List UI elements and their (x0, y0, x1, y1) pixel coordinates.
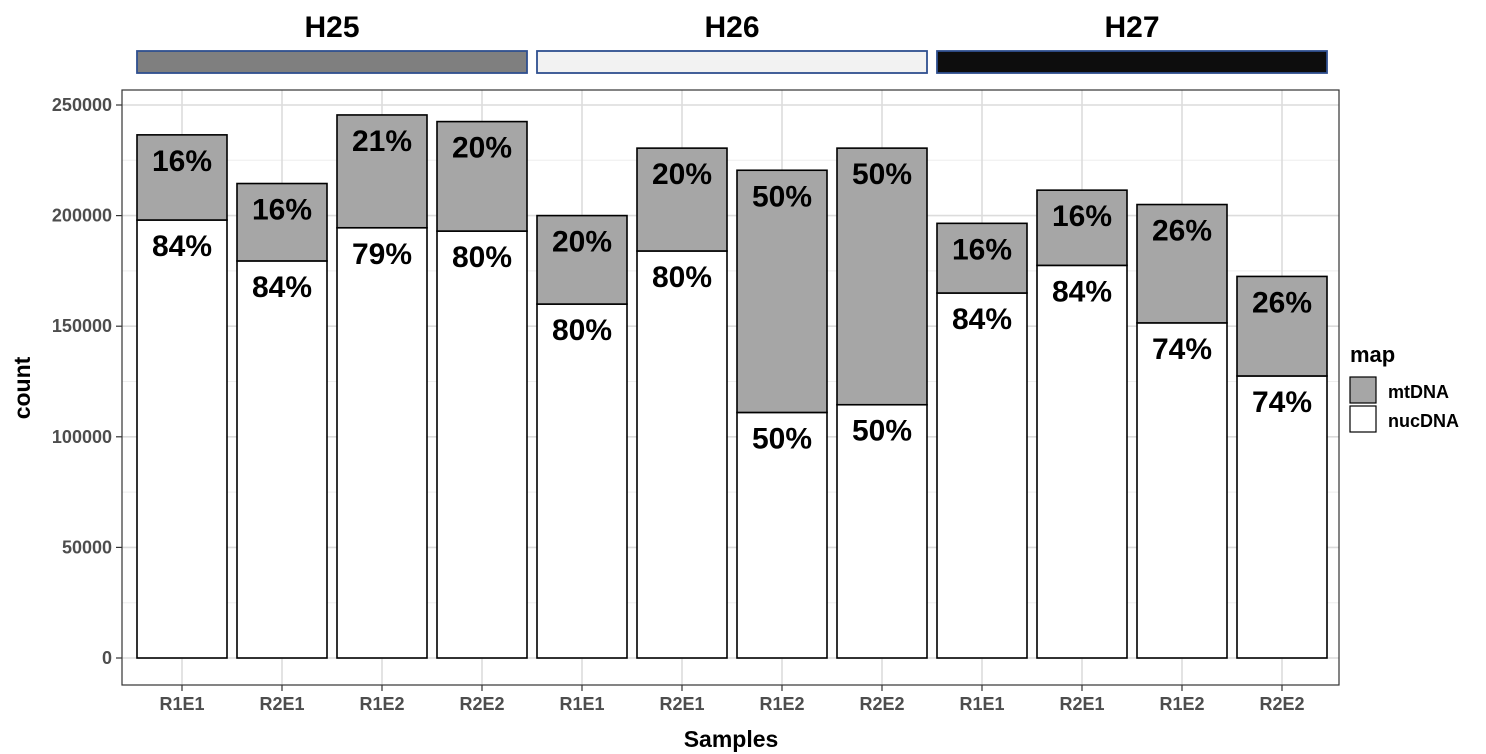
x-tick-label: R2E1 (1059, 694, 1104, 714)
legend-key-mtdna (1349, 376, 1377, 404)
bar-nucdna (636, 250, 728, 659)
bar-mtdna (536, 214, 628, 305)
bar-mtdna (1136, 203, 1228, 324)
label-nucdna-pct: 84% (152, 230, 212, 263)
legend: map mtDNA nucDNA (1349, 342, 1459, 433)
bar-mtdna (636, 147, 728, 252)
bar-mtdna (136, 134, 228, 221)
label-nucdna-pct: 84% (252, 271, 312, 304)
y-axis: 0 50000 100000 150000 200000 250000 (52, 95, 122, 668)
x-tick-label: R2E2 (859, 694, 904, 714)
label-mtdna-pct: 20% (652, 158, 712, 191)
y-tick-label: 150000 (52, 316, 112, 336)
facet-title: H26 (704, 11, 759, 44)
y-tick-label: 250000 (52, 95, 112, 115)
x-tick-label: R1E2 (1159, 694, 1204, 714)
x-tick-label: R1E1 (159, 694, 204, 714)
y-tick-label: 100000 (52, 427, 112, 447)
facet-strip-2 (536, 50, 928, 74)
label-mtdna-pct: 16% (252, 194, 312, 227)
bar-nucdna (236, 260, 328, 659)
bars (136, 114, 1328, 659)
label-mtdna-pct: 21% (352, 125, 412, 158)
bar-nucdna (1236, 375, 1328, 659)
label-nucdna-pct: 80% (552, 314, 612, 347)
legend-key-nucdna (1349, 405, 1377, 433)
plot-border (121, 89, 1340, 686)
bar-nucdna (936, 292, 1028, 659)
label-mtdna-pct: 16% (152, 145, 212, 178)
bar-nucdna (736, 411, 828, 659)
y-tick-label: 200000 (52, 206, 112, 226)
label-mtdna-pct: 20% (552, 226, 612, 259)
x-tick-label: R1E1 (559, 694, 604, 714)
label-mtdna-pct: 26% (1252, 286, 1312, 319)
x-axis-title: Samples (684, 726, 779, 752)
label-mtdna-pct: 50% (852, 158, 912, 191)
label-nucdna-pct: 84% (1052, 275, 1112, 308)
bar-nucdna (136, 219, 228, 659)
bar-mtdna (736, 169, 828, 414)
label-nucdna-pct: 80% (652, 261, 712, 294)
label-mtdna-pct: 16% (1052, 200, 1112, 233)
facet-strips: H25 H26 H27 (136, 11, 1328, 74)
facet-title: H27 (1104, 11, 1159, 44)
x-tick-label: R2E2 (1259, 694, 1304, 714)
bar-mtdna (336, 114, 428, 229)
bar-nucdna (1136, 322, 1228, 659)
y-tick-label: 50000 (62, 537, 112, 557)
bar-nucdna (1036, 264, 1128, 659)
y-axis-title: count (9, 356, 35, 419)
bar-nucdna (536, 303, 628, 659)
bar-mtdna (836, 147, 928, 406)
x-tick-label: R1E2 (359, 694, 404, 714)
bar-percent-labels: 16% 84% 16% 84% 21% 79% 20% 80% 20% 80% 20% 80% 50% 5… (152, 125, 1312, 456)
bar-mtdna (936, 222, 1028, 294)
bar-mtdna (236, 182, 328, 262)
label-nucdna-pct: 80% (452, 241, 512, 274)
bar-nucdna (336, 226, 428, 659)
label-mtdna-pct: 16% (952, 233, 1012, 266)
facet-strip-1 (136, 50, 528, 74)
x-tick-label: R2E1 (659, 694, 704, 714)
facet-strip-3 (936, 50, 1328, 74)
label-nucdna-pct: 79% (352, 238, 412, 271)
label-mtdna-pct: 26% (1152, 215, 1212, 248)
x-axis: R1E1 R2E1 R1E2 R2E2 R1E1 R2E1 R1E2 R2E2 R1E1 R2E1… (159, 685, 1305, 714)
bar-nucdna (836, 403, 928, 659)
legend-title: map (1350, 342, 1395, 367)
bar-nucdna (436, 230, 528, 659)
x-tick-label: R2E1 (259, 694, 304, 714)
legend-label-mtdna: mtDNA (1388, 382, 1449, 402)
x-tick-label: R1E2 (759, 694, 804, 714)
y-tick-label: 0 (102, 648, 112, 668)
bar-mtdna (1236, 275, 1328, 377)
label-mtdna-pct: 20% (452, 132, 512, 165)
label-mtdna-pct: 50% (752, 180, 812, 213)
x-tick-label: R2E2 (459, 694, 504, 714)
bar-mtdna (1036, 189, 1128, 267)
bar-mtdna (436, 120, 528, 232)
label-nucdna-pct: 74% (1252, 386, 1312, 419)
label-nucdna-pct: 74% (1152, 333, 1212, 366)
x-tick-label: R1E1 (959, 694, 1004, 714)
label-nucdna-pct: 50% (852, 415, 912, 448)
legend-label-nucdna: nucDNA (1388, 411, 1459, 431)
label-nucdna-pct: 84% (952, 303, 1012, 336)
label-nucdna-pct: 50% (752, 422, 812, 455)
facet-title: H25 (304, 11, 359, 44)
